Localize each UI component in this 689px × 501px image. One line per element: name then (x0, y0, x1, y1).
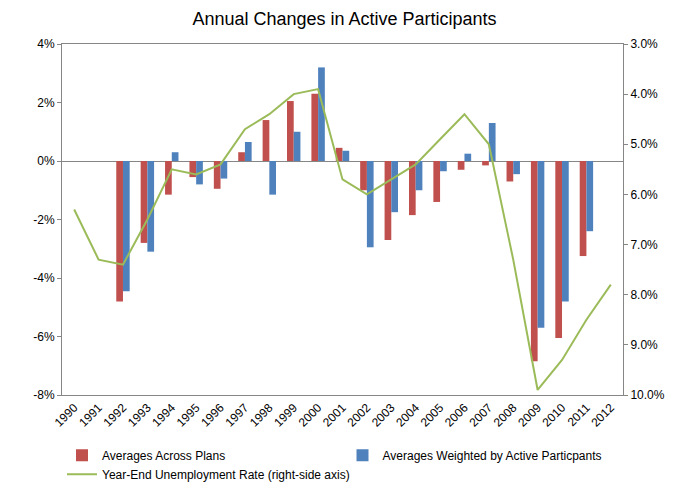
svg-text:-4%: -4% (33, 271, 55, 285)
svg-text:2002: 2002 (344, 401, 373, 430)
svg-text:-8%: -8% (33, 388, 55, 402)
svg-text:1990: 1990 (52, 401, 81, 430)
svg-text:Year-End Unemployment Rate (ri: Year-End Unemployment Rate (right-side a… (102, 468, 350, 482)
svg-text:-2%: -2% (33, 213, 55, 227)
svg-text:1996: 1996 (198, 401, 227, 430)
svg-text:2000: 2000 (296, 401, 325, 430)
svg-text:1995: 1995 (174, 401, 203, 430)
svg-text:1997: 1997 (223, 401, 252, 430)
svg-text:3.0%: 3.0% (630, 37, 658, 51)
svg-text:1994: 1994 (149, 401, 178, 430)
svg-text:2011: 2011 (565, 401, 593, 429)
svg-text:1998: 1998 (247, 401, 276, 430)
svg-text:2005: 2005 (418, 401, 447, 430)
svg-text:4%: 4% (37, 37, 55, 51)
svg-text:6.0%: 6.0% (630, 188, 658, 202)
svg-text:Averages Across Plans: Averages Across Plans (102, 449, 225, 463)
svg-text:-6%: -6% (33, 330, 55, 344)
svg-text:5.0%: 5.0% (630, 137, 658, 151)
svg-text:8.0%: 8.0% (630, 288, 658, 302)
svg-text:4.0%: 4.0% (630, 87, 658, 101)
svg-text:1991: 1991 (76, 401, 105, 430)
svg-text:9.0%: 9.0% (630, 338, 658, 352)
svg-text:2012: 2012 (588, 401, 617, 430)
svg-text:2006: 2006 (442, 401, 471, 430)
svg-text:2003: 2003 (369, 401, 398, 430)
svg-text:1993: 1993 (125, 401, 154, 430)
svg-text:2008: 2008 (491, 401, 520, 430)
svg-text:2001: 2001 (320, 401, 349, 430)
svg-text:Annual Changes in Active Parti: Annual Changes in Active Participants (192, 9, 496, 29)
svg-text:10.0%: 10.0% (630, 388, 664, 402)
svg-text:2007: 2007 (466, 401, 495, 430)
svg-text:0%: 0% (37, 154, 55, 168)
svg-text:1999: 1999 (271, 401, 300, 430)
svg-text:Averages Weighted by Active Pa: Averages Weighted by Active Particpants (383, 449, 602, 463)
svg-text:2004: 2004 (393, 401, 422, 430)
svg-text:2%: 2% (37, 96, 55, 110)
svg-text:2010: 2010 (540, 401, 569, 430)
svg-text:7.0%: 7.0% (630, 238, 658, 252)
svg-text:1992: 1992 (101, 401, 130, 430)
svg-text:2009: 2009 (515, 401, 544, 430)
